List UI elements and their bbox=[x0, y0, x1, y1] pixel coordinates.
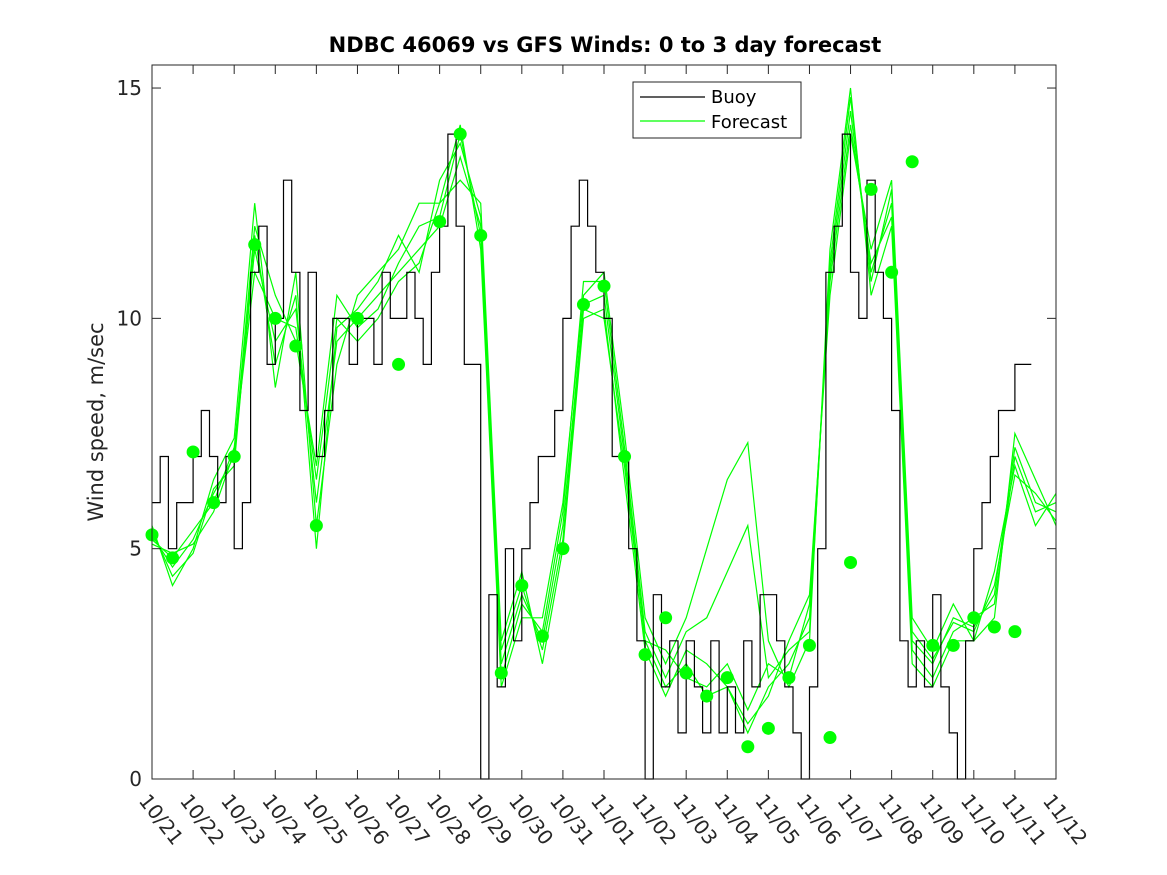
x-tick-label: 10/27 bbox=[381, 789, 435, 849]
x-tick-label: 11/02 bbox=[627, 789, 681, 849]
forecast-marker bbox=[166, 551, 180, 565]
forecast-marker bbox=[248, 238, 262, 252]
forecast-marker bbox=[207, 496, 221, 510]
forecast-marker bbox=[576, 298, 590, 312]
forecast-marker bbox=[679, 666, 693, 680]
forecast-marker bbox=[474, 228, 488, 242]
x-tick-label: 11/03 bbox=[668, 789, 722, 849]
plot-area: 05101510/2110/2210/2310/2410/2510/2610/2… bbox=[117, 64, 1092, 849]
legend-forecast-label: Forecast bbox=[711, 112, 787, 133]
y-tick-label: 10 bbox=[117, 306, 142, 330]
forecast-marker bbox=[556, 542, 570, 556]
x-tick-label: 10/30 bbox=[504, 789, 558, 849]
forecast-marker bbox=[494, 666, 508, 680]
x-tick-label: 10/29 bbox=[463, 789, 517, 849]
chart-title: NDBC 46069 vs GFS Winds: 0 to 3 day fore… bbox=[329, 33, 882, 57]
plot-background bbox=[152, 65, 1056, 779]
forecast-marker bbox=[761, 721, 775, 735]
forecast-marker bbox=[597, 279, 611, 293]
forecast-marker bbox=[844, 555, 858, 569]
forecast-marker bbox=[350, 311, 364, 325]
legend-buoy-label: Buoy bbox=[711, 87, 757, 108]
forecast-marker bbox=[289, 339, 303, 353]
forecast-marker bbox=[700, 689, 714, 703]
forecast-marker bbox=[433, 215, 447, 229]
x-tick-label: 11/09 bbox=[915, 789, 969, 849]
forecast-marker bbox=[227, 450, 241, 464]
forecast-marker bbox=[392, 357, 406, 371]
x-tick-label: 11/04 bbox=[709, 789, 763, 849]
x-tick-label: 10/24 bbox=[257, 789, 311, 849]
y-tick-label: 0 bbox=[129, 767, 142, 791]
y-tick-label: 5 bbox=[129, 537, 142, 561]
forecast-marker bbox=[782, 671, 796, 685]
forecast-marker bbox=[1008, 625, 1022, 639]
y-tick-label: 15 bbox=[117, 76, 142, 100]
x-tick-label: 11/11 bbox=[997, 789, 1051, 849]
forecast-marker bbox=[535, 629, 549, 643]
forecast-marker bbox=[987, 620, 1001, 634]
forecast-marker bbox=[967, 611, 981, 625]
legend: Buoy Forecast bbox=[632, 81, 802, 139]
forecast-marker bbox=[885, 265, 899, 279]
x-tick-label: 11/06 bbox=[792, 789, 846, 849]
x-tick-label: 10/21 bbox=[134, 789, 188, 849]
forecast-marker bbox=[453, 127, 467, 141]
x-tick-label: 11/05 bbox=[750, 789, 804, 849]
forecast-marker bbox=[926, 638, 940, 652]
forecast-marker bbox=[515, 579, 529, 593]
forecast-marker bbox=[638, 648, 652, 662]
x-tick-label: 10/25 bbox=[298, 789, 352, 849]
forecast-marker bbox=[309, 519, 323, 533]
x-tick-label: 10/26 bbox=[340, 789, 394, 849]
x-tick-label: 10/28 bbox=[422, 789, 476, 849]
forecast-marker bbox=[905, 155, 919, 169]
y-axis-label: Wind speed, m/sec bbox=[84, 322, 108, 521]
forecast-marker bbox=[268, 311, 282, 325]
x-tick-label: 10/31 bbox=[545, 789, 599, 849]
forecast-marker bbox=[823, 731, 837, 745]
forecast-marker bbox=[720, 671, 734, 685]
x-tick-label: 10/23 bbox=[216, 789, 270, 849]
forecast-marker bbox=[659, 611, 673, 625]
x-tick-label: 11/01 bbox=[586, 789, 640, 849]
buoy-series-line bbox=[152, 133, 1032, 780]
x-tick-label: 11/08 bbox=[874, 789, 928, 849]
forecast-marker bbox=[864, 182, 878, 196]
x-tick-label: 11/07 bbox=[833, 789, 887, 849]
forecast-marker bbox=[802, 638, 816, 652]
legend-box bbox=[632, 81, 802, 139]
forecast-marker bbox=[946, 638, 960, 652]
x-tick-label: 10/22 bbox=[175, 789, 229, 849]
x-tick-label: 11/10 bbox=[956, 789, 1010, 849]
x-tick-label: 11/12 bbox=[1038, 789, 1092, 849]
forecast-marker bbox=[741, 740, 755, 754]
forecast-marker bbox=[618, 450, 632, 464]
forecast-marker bbox=[186, 445, 200, 459]
